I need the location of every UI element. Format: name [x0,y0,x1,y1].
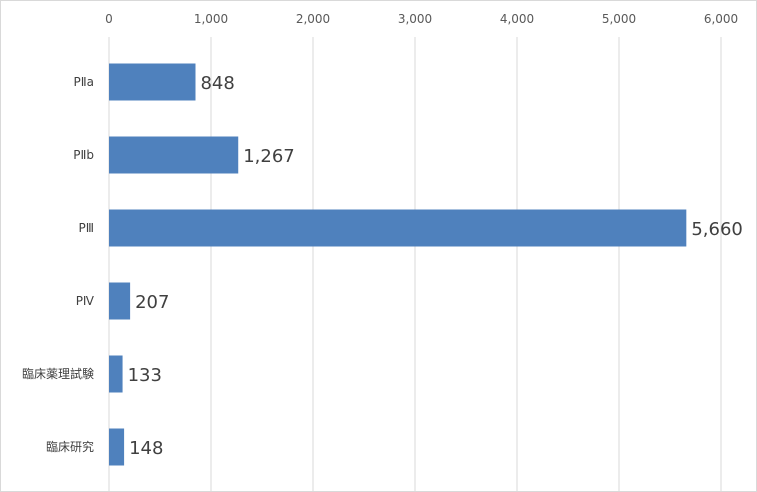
bar [109,428,125,466]
x-tick-label: 5,000 [602,12,636,26]
bar [109,209,687,247]
x-tick-label: 6,000 [704,12,738,26]
x-tick-label: 2,000 [296,12,330,26]
category-label: PⅡa [74,75,95,89]
data-label: 207 [135,292,169,313]
category-label: 臨床薬理試験 [22,366,94,381]
data-label: 1,267 [243,146,295,167]
x-tick-label: 3,000 [398,12,432,26]
bar [109,136,239,174]
bar [109,63,196,101]
bar [109,355,123,393]
bar [109,282,131,320]
x-tick-label: 1,000 [194,12,228,26]
data-label: 133 [128,365,162,386]
x-tick-label: 0 [105,12,113,26]
data-label: 148 [129,438,163,459]
category-label: 臨床研究 [46,439,94,454]
data-label: 5,660 [691,219,743,240]
category-label: PⅢ [78,221,94,235]
category-label: PⅡb [73,148,94,162]
category-label: PⅣ [76,294,94,308]
x-tick-label: 4,000 [500,12,534,26]
data-label: 848 [200,73,234,94]
